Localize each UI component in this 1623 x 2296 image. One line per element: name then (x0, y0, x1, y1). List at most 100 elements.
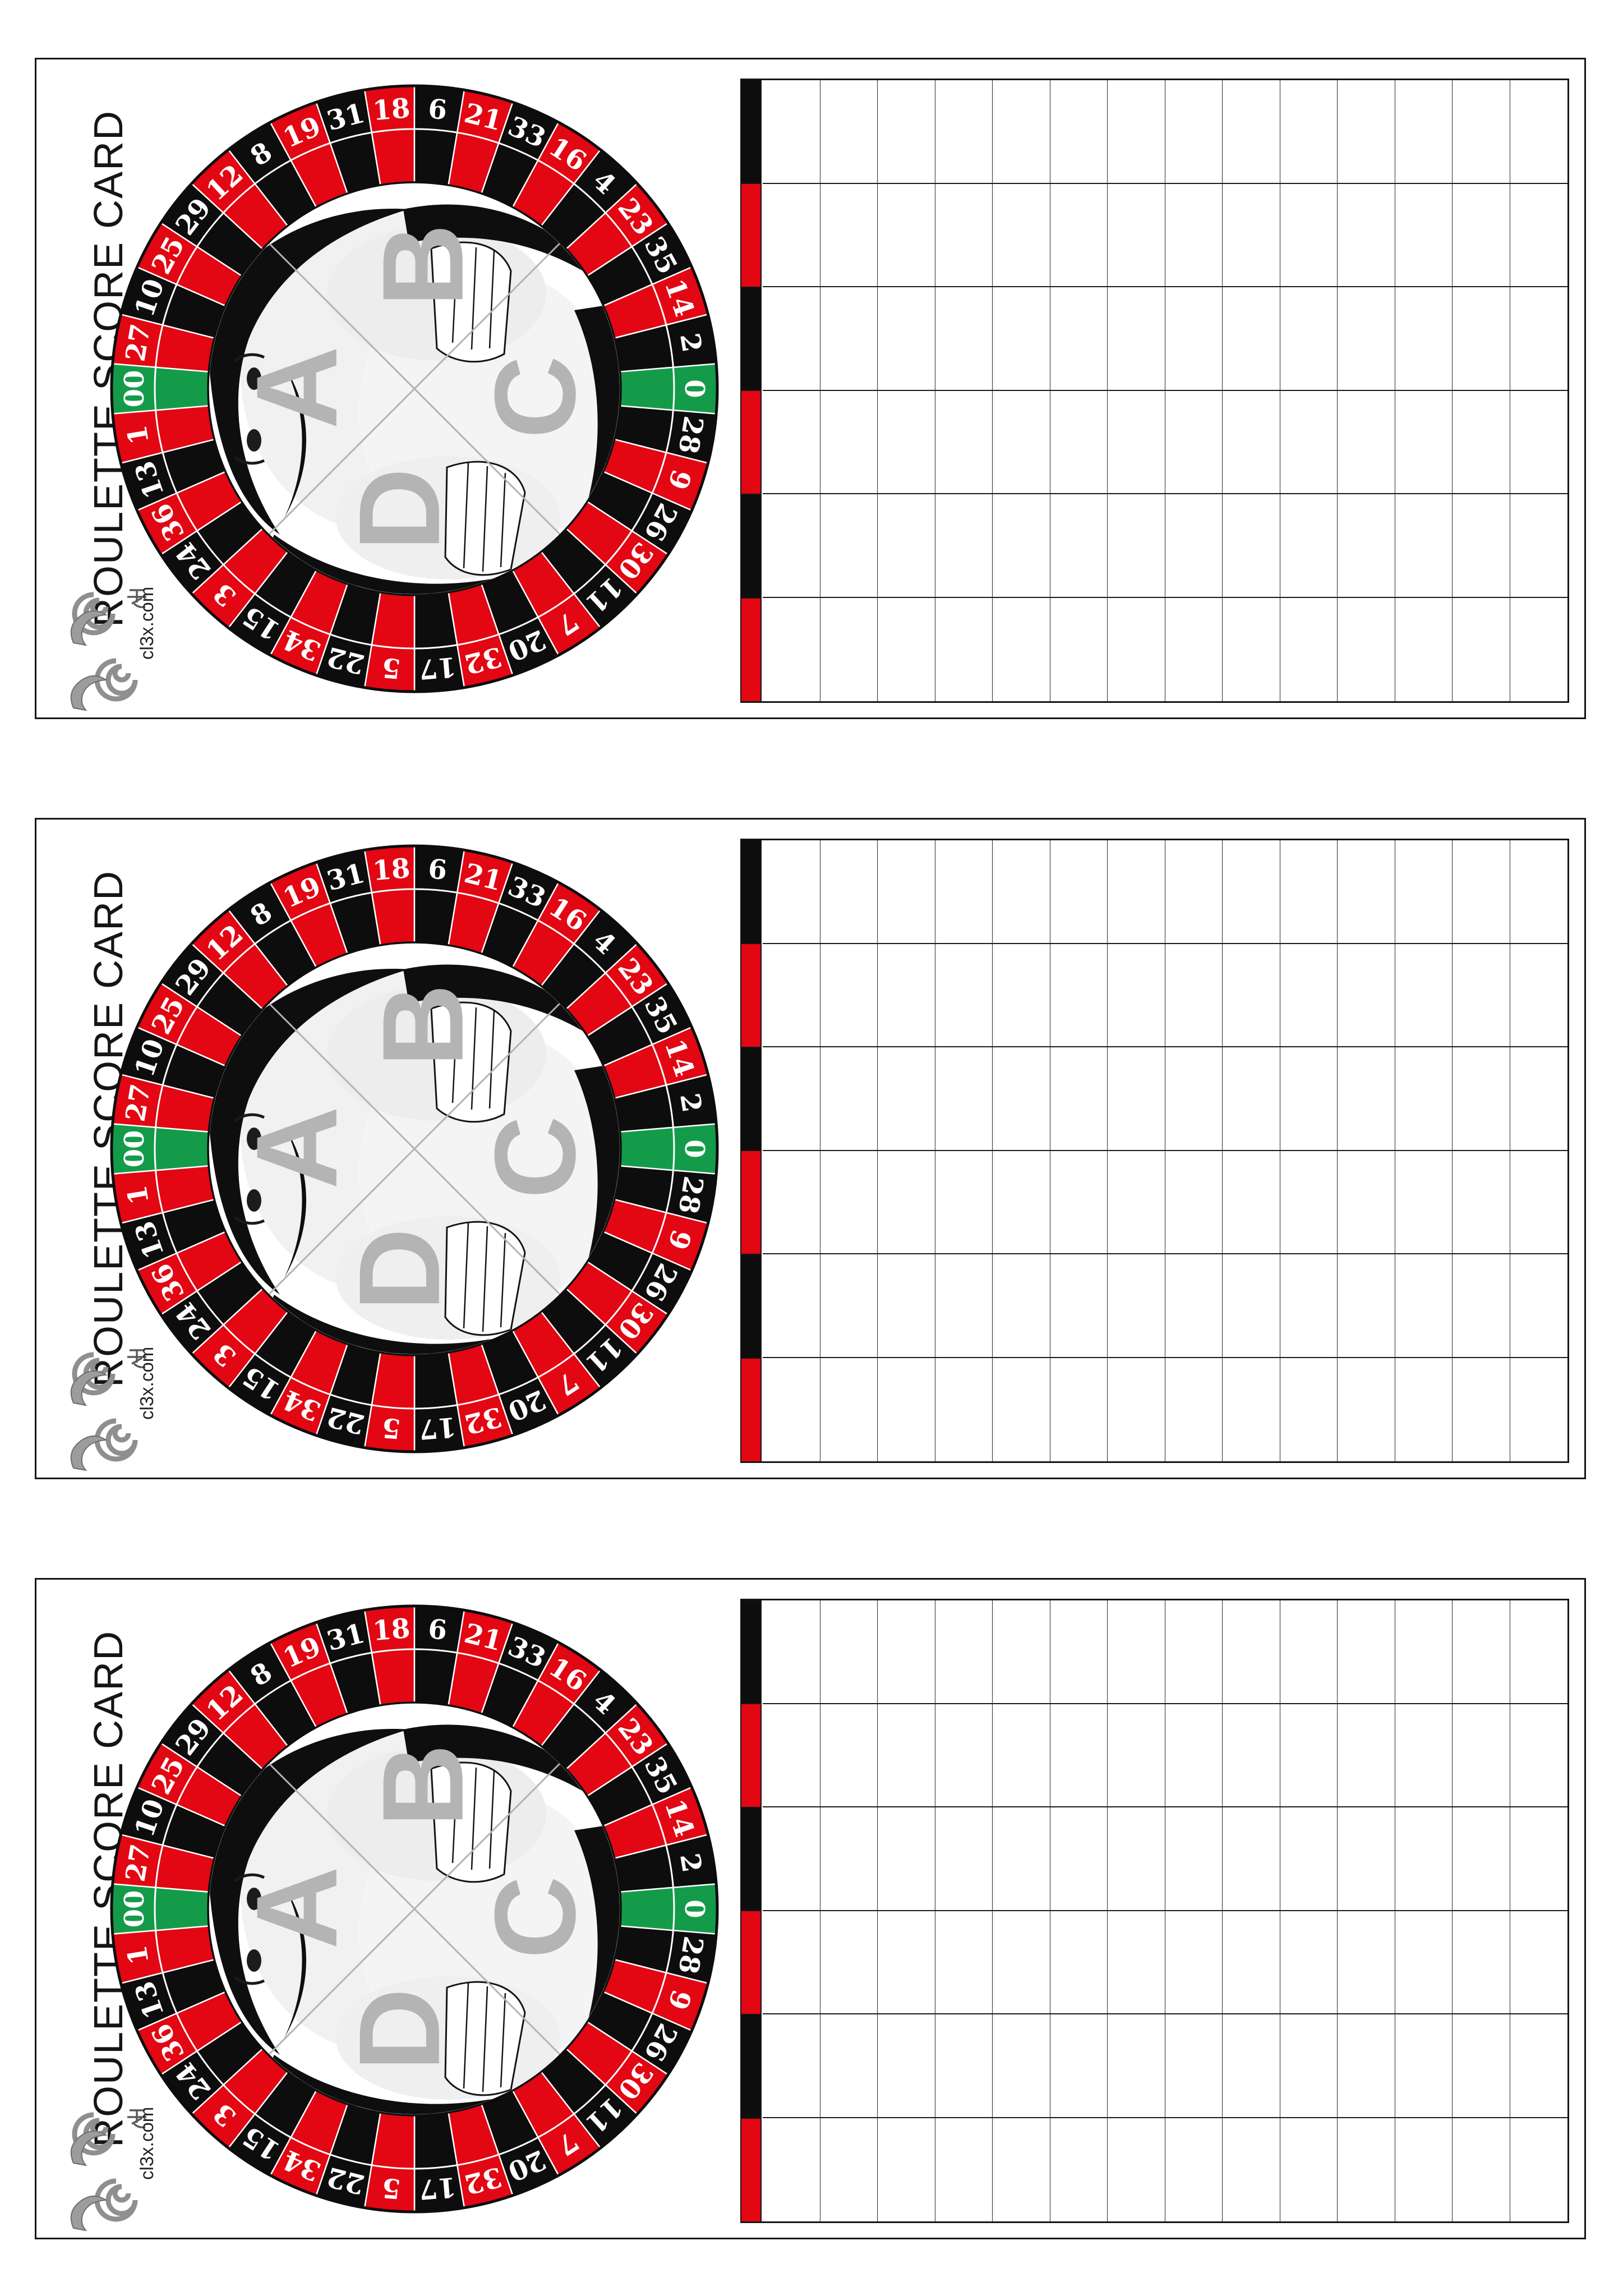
score-cell (993, 597, 1050, 701)
score-cell (820, 944, 878, 1047)
pocket-number-0: 0 (679, 1899, 710, 1918)
score-cell (1050, 1807, 1108, 1911)
score-card-2: ROULETTE SCORE CARD cl3x.com 0 28 9 26 30 11 7… (35, 818, 1586, 1479)
score-cell (1453, 1704, 1510, 1807)
quadrant-divider (268, 242, 561, 535)
score-cell (1165, 1704, 1223, 1807)
score-cell (1165, 1807, 1223, 1911)
pocket-number-18: 18 (371, 853, 411, 887)
score-cell (820, 2014, 878, 2118)
score-cell (878, 597, 935, 701)
score-cell (1108, 1600, 1165, 1704)
tally-cells (763, 840, 1567, 1461)
strip-cell-6 (741, 599, 760, 701)
score-cell (935, 1807, 993, 1911)
score-cell (935, 1254, 993, 1358)
score-cell (1223, 840, 1280, 944)
score-cell (993, 840, 1050, 944)
quadrant-label-C: C (471, 1116, 600, 1199)
score-cell (1453, 1047, 1510, 1151)
score-cell (878, 2014, 935, 2118)
score-cell (1165, 1911, 1223, 2014)
color-strip (741, 80, 762, 701)
score-cell (820, 390, 878, 494)
score-cell (1223, 494, 1280, 598)
score-cell (1395, 287, 1453, 391)
score-cell (993, 1911, 1050, 2014)
score-cell (1223, 597, 1280, 701)
color-strip (741, 1600, 762, 2221)
score-cell (1165, 1600, 1223, 1704)
band-separator-ring (154, 1648, 675, 2170)
score-cell (1453, 2014, 1510, 2118)
score-cell (1453, 183, 1510, 287)
quadrant-label-D: D (335, 468, 464, 551)
score-cell (763, 840, 820, 944)
wheel-inner-rim (207, 1701, 622, 2116)
score-cell (820, 1704, 878, 1807)
score-cell (1050, 597, 1108, 701)
score-cell (1050, 1600, 1108, 1704)
score-cell (1510, 2014, 1567, 2118)
score-cell (820, 1047, 878, 1151)
strip-cell-1 (741, 840, 760, 944)
score-cell (1280, 597, 1338, 701)
score-cell (1050, 1151, 1108, 1254)
score-cell (993, 1254, 1050, 1358)
score-cell (1165, 390, 1223, 494)
pocket-number-5: 5 (381, 651, 402, 684)
score-cell (935, 1704, 993, 1807)
score-cell (878, 1704, 935, 1807)
score-cell (993, 1151, 1050, 1254)
strip-cell-5 (741, 2015, 760, 2119)
score-cell (1223, 1704, 1280, 1807)
score-cell (1280, 183, 1338, 287)
score-cell (935, 1151, 993, 1254)
quadrant-label-A: A (233, 346, 361, 429)
score-cell (1223, 1358, 1280, 1461)
score-cell (1338, 494, 1395, 598)
score-cell (1395, 2118, 1453, 2221)
score-cell (1165, 597, 1223, 701)
score-cell (1108, 494, 1165, 598)
score-cell (1338, 944, 1395, 1047)
score-cell (1280, 494, 1338, 598)
pocket-number-00: 00 (119, 1130, 150, 1168)
score-cell (1510, 1600, 1567, 1704)
score-cell (935, 2014, 993, 2118)
pocket-number-27: 27 (119, 321, 156, 364)
score-cell (763, 287, 820, 391)
pocket-number-5: 5 (381, 1411, 402, 1444)
roulette-wheel: 0 28 9 26 30 11 7 20 32 17 5 22 34 15 3 24 36 13 1 00 27 10 25… (109, 843, 720, 1455)
quadrant-label-C: C (471, 356, 600, 439)
score-cell (1108, 1358, 1165, 1461)
score-cell (935, 1911, 993, 2014)
pocket-number-00: 00 (119, 370, 150, 408)
score-cell (1280, 80, 1338, 184)
score-cell (1395, 1254, 1453, 1358)
score-cell (878, 1600, 935, 1704)
pocket-number-00: 00 (119, 1890, 150, 1928)
score-cell (1223, 944, 1280, 1047)
score-cell (820, 1600, 878, 1704)
score-cell (1338, 1807, 1395, 1911)
score-cell (935, 183, 993, 287)
score-cell (1165, 2118, 1223, 2221)
score-cell (1395, 2014, 1453, 2118)
score-cell (1223, 1911, 1280, 2014)
score-cell (1510, 598, 1568, 702)
score-cell (763, 944, 820, 1047)
score-cell (1223, 1151, 1280, 1254)
score-cell (1165, 1254, 1223, 1358)
score-cell (1395, 183, 1453, 287)
score-cell (763, 80, 820, 184)
score-cell (1223, 287, 1280, 391)
score-cell (1338, 287, 1395, 391)
score-cell (820, 494, 878, 598)
quadrant-label-D: D (335, 1228, 464, 1311)
score-cell (763, 1600, 820, 1704)
score-cell (993, 183, 1050, 287)
score-cell (878, 1358, 935, 1461)
band-separator-ring (154, 888, 675, 1410)
score-cell (1108, 2118, 1165, 2221)
